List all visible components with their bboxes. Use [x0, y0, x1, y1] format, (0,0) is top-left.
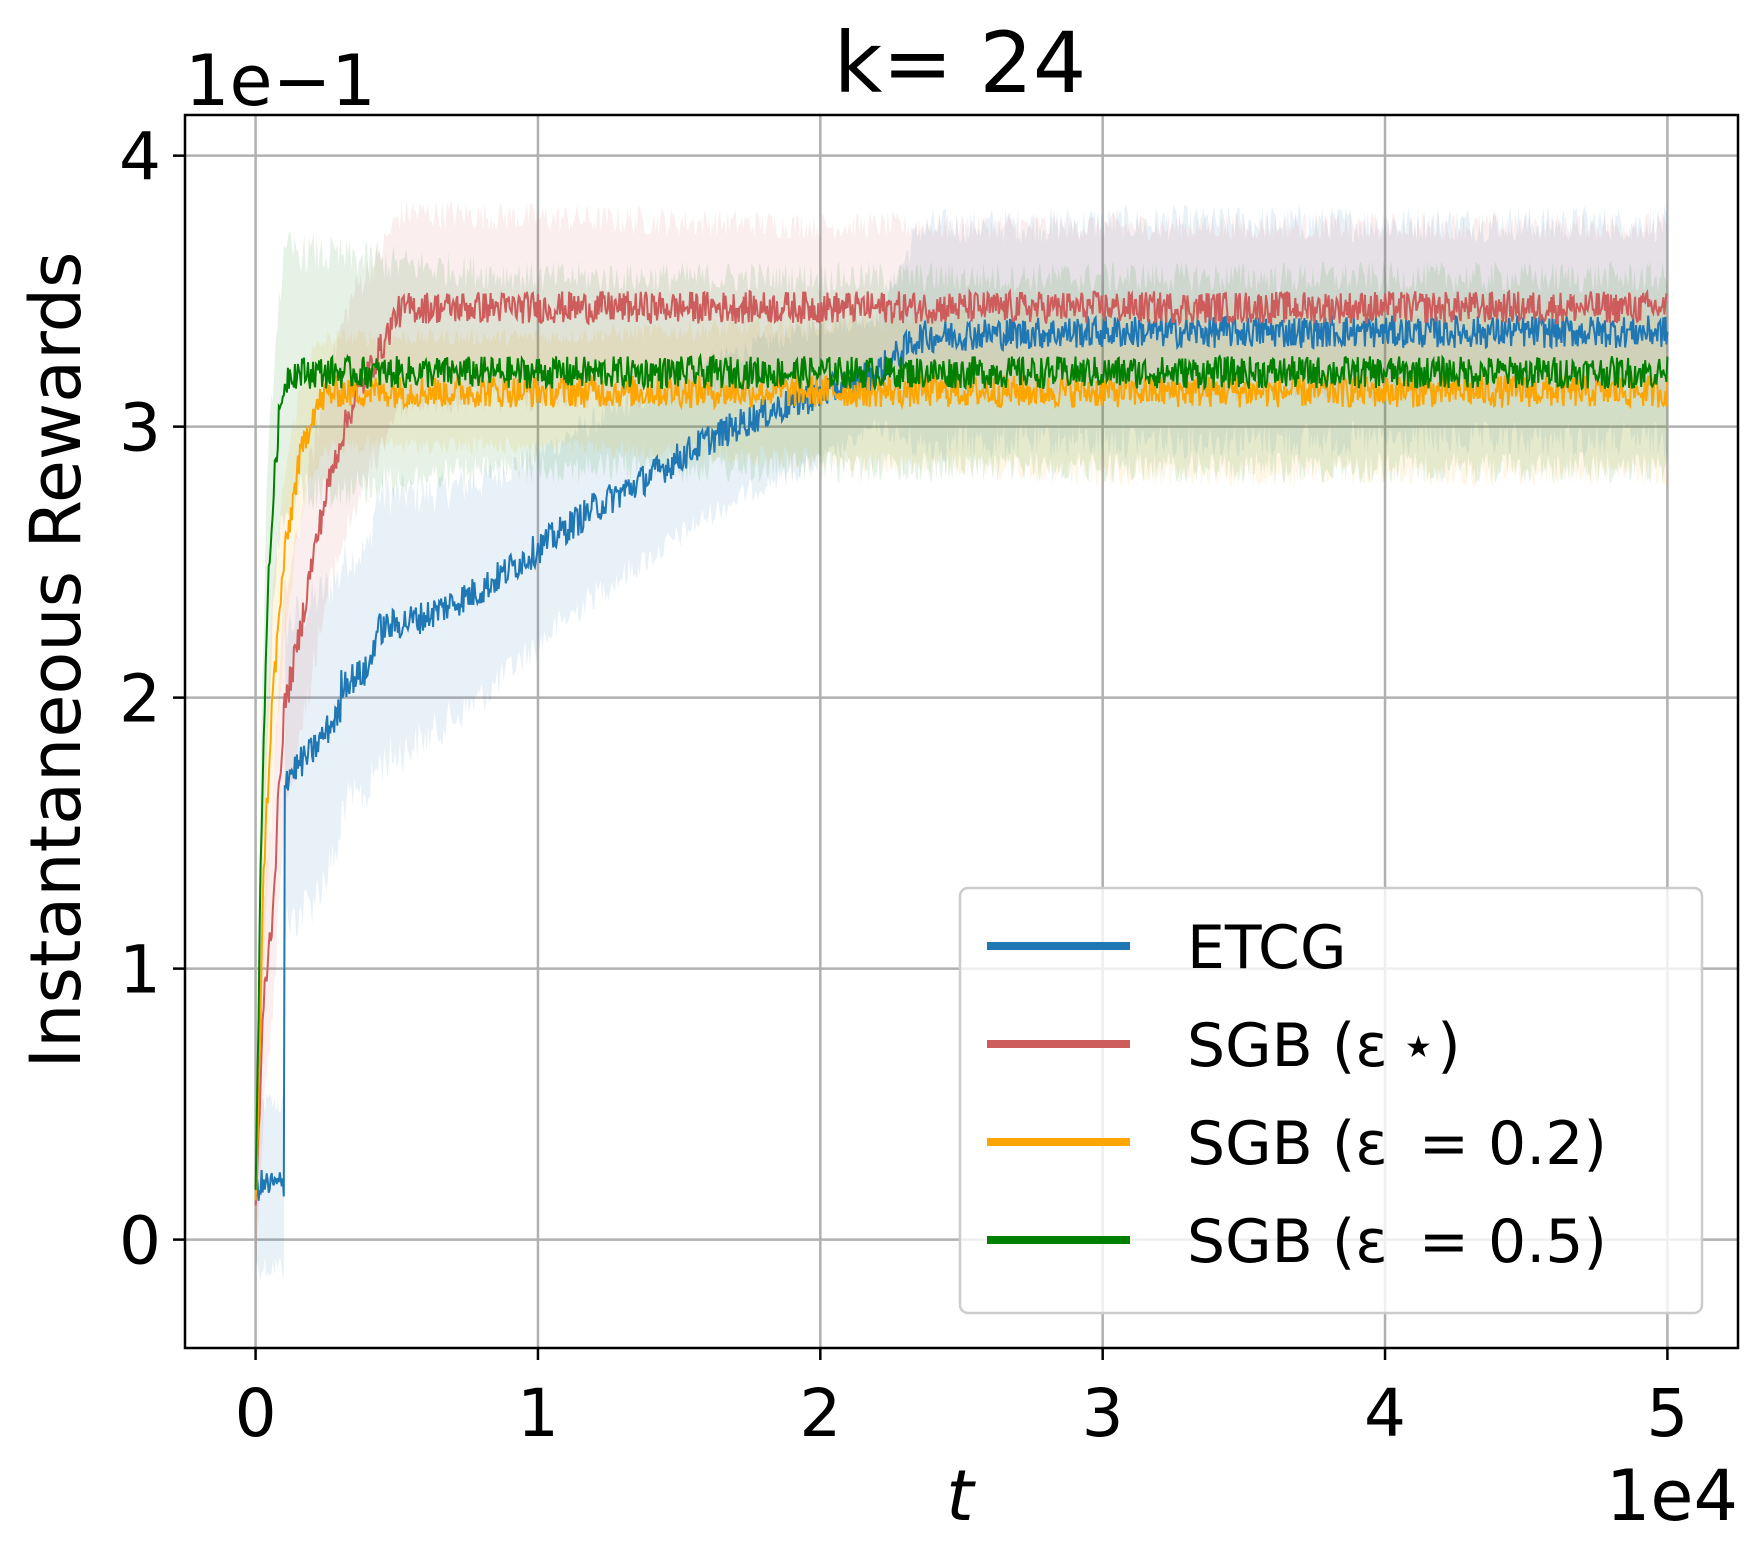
line-sgb-eps-0-2 — [254, 373, 1669, 1201]
y-tick-label: 0 — [119, 1203, 161, 1280]
x-tick-label: 3 — [1082, 1375, 1124, 1452]
plot-frame — [183, 113, 1740, 1350]
axis-ticks: 0 1 2 3 4 5 0 1 2 3 4 — [119, 119, 1688, 1452]
legend-label-sgb-eps-star: SGB (ε ⋆) — [1187, 1011, 1461, 1081]
y-tick-label: 4 — [119, 119, 161, 196]
y-axis-label: Instantaneous Rewards — [15, 251, 97, 1068]
y-tick-label: 2 — [119, 661, 161, 738]
x-tick-label: 2 — [799, 1375, 841, 1452]
x-offset-label: 1e4 — [1606, 1455, 1738, 1537]
legend: ETCG SGB (ε ⋆) SGB (ε = 0.2) SGB (ε = 0.… — [958, 886, 1704, 1315]
x-tick-label: 1 — [517, 1375, 559, 1452]
band-sgb-eps-0-5 — [255, 231, 1668, 1244]
legend-box — [958, 886, 1704, 1315]
x-tick-label: 0 — [235, 1375, 277, 1452]
band-etcg — [255, 204, 1668, 1281]
y-tick-label: 3 — [119, 390, 161, 467]
legend-label-sgb-eps-0-5: SGB (ε = 0.5) — [1187, 1207, 1607, 1277]
chart-title: k= 24 — [834, 14, 1087, 112]
series-lines — [254, 287, 1669, 1206]
x-tick-label: 5 — [1646, 1375, 1688, 1452]
legend-label-sgb-eps-0-2: SGB (ε = 0.2) — [1187, 1109, 1607, 1179]
line-sgb-eps-star — [254, 287, 1669, 1206]
legend-label-etcg: ETCG — [1187, 913, 1346, 983]
x-tick-label: 4 — [1364, 1375, 1406, 1452]
y-tick-label: 1 — [119, 932, 161, 1009]
line-sgb-eps-0-5 — [254, 352, 1669, 1190]
y-offset-label: 1e−1 — [185, 40, 376, 122]
x-axis-label: t — [946, 1455, 976, 1537]
